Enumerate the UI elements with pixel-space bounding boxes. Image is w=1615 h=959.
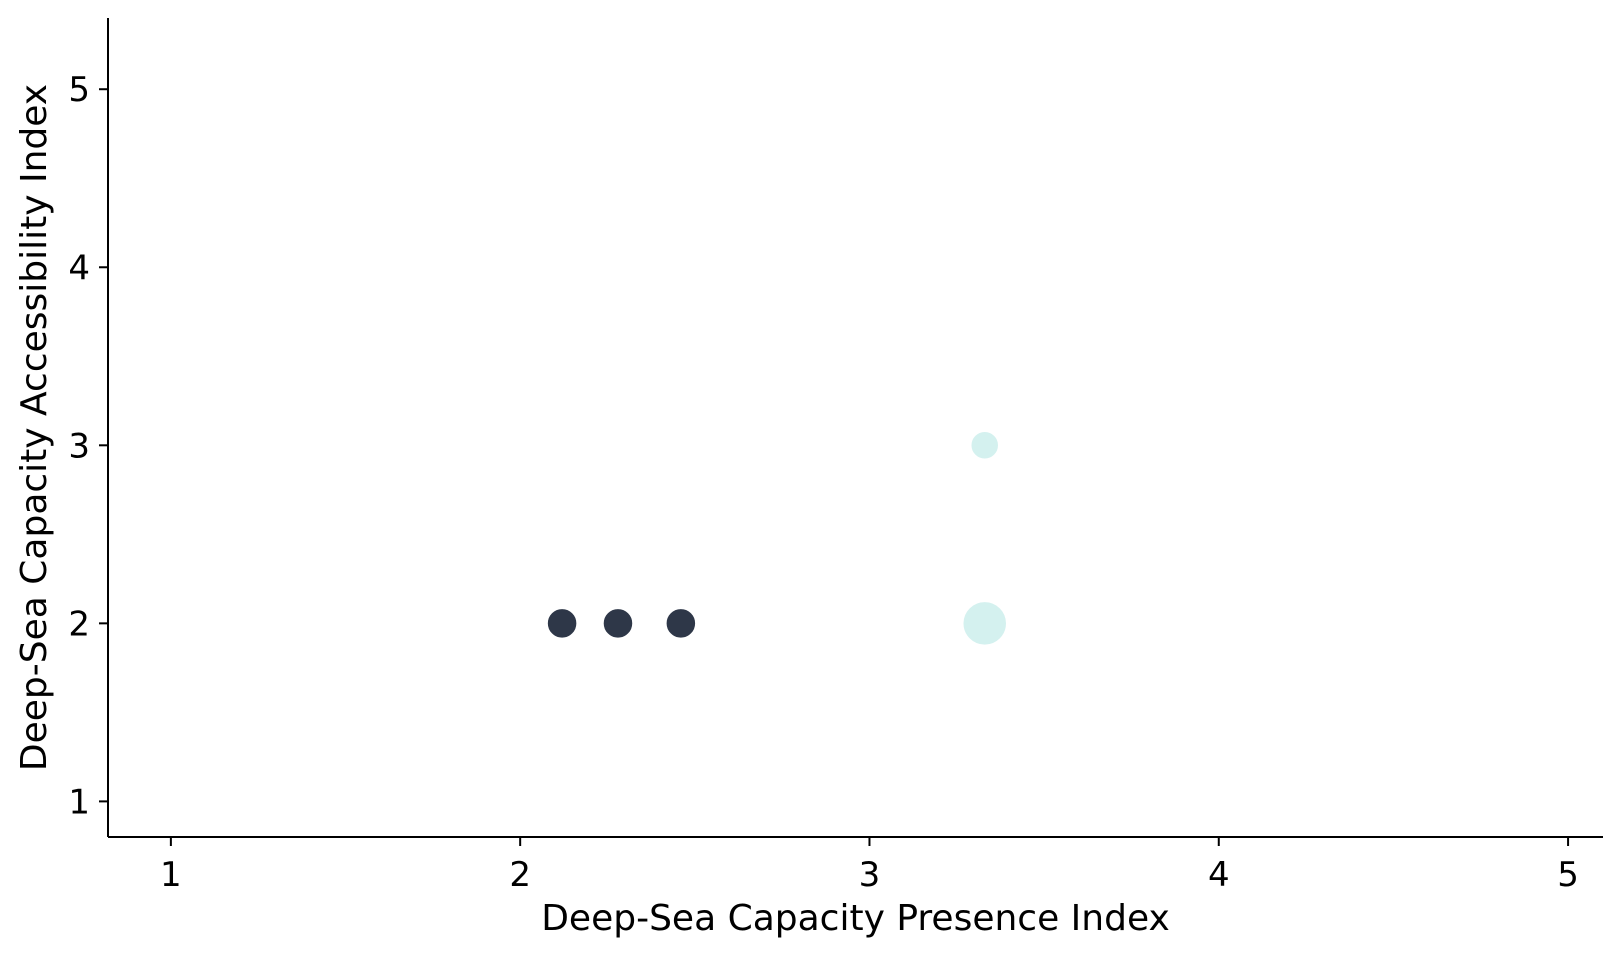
y-tick-label: 3: [68, 426, 90, 466]
x-tick-label: 3: [859, 855, 881, 895]
x-tick-label: 1: [160, 855, 182, 895]
x-tick-label: 5: [1557, 855, 1579, 895]
y-tick-label: 2: [68, 604, 90, 644]
x-tick-label: 4: [1208, 855, 1230, 895]
y-tick-label: 1: [68, 782, 90, 822]
axes-layer: [107, 18, 1603, 838]
y-tick-label: 4: [68, 248, 90, 288]
x-tick-label: 2: [509, 855, 531, 895]
data-point-1: [546, 607, 578, 640]
data-point-5: [961, 600, 1008, 647]
x-ticks: 1 2 3 4 5: [160, 837, 1579, 895]
y-tick-label: 5: [68, 70, 90, 110]
x-axis-title: Deep-Sea Capacity Presence Index: [541, 898, 1170, 939]
y-ticks: 1 2 3 4 5: [68, 70, 108, 822]
data-point-4: [969, 430, 1000, 461]
points-layer: [546, 430, 1008, 647]
data-point-3: [665, 607, 697, 640]
y-axis-title: Deep-Sea Capacity Accessibility Index: [14, 84, 55, 771]
data-point-2: [602, 607, 634, 640]
